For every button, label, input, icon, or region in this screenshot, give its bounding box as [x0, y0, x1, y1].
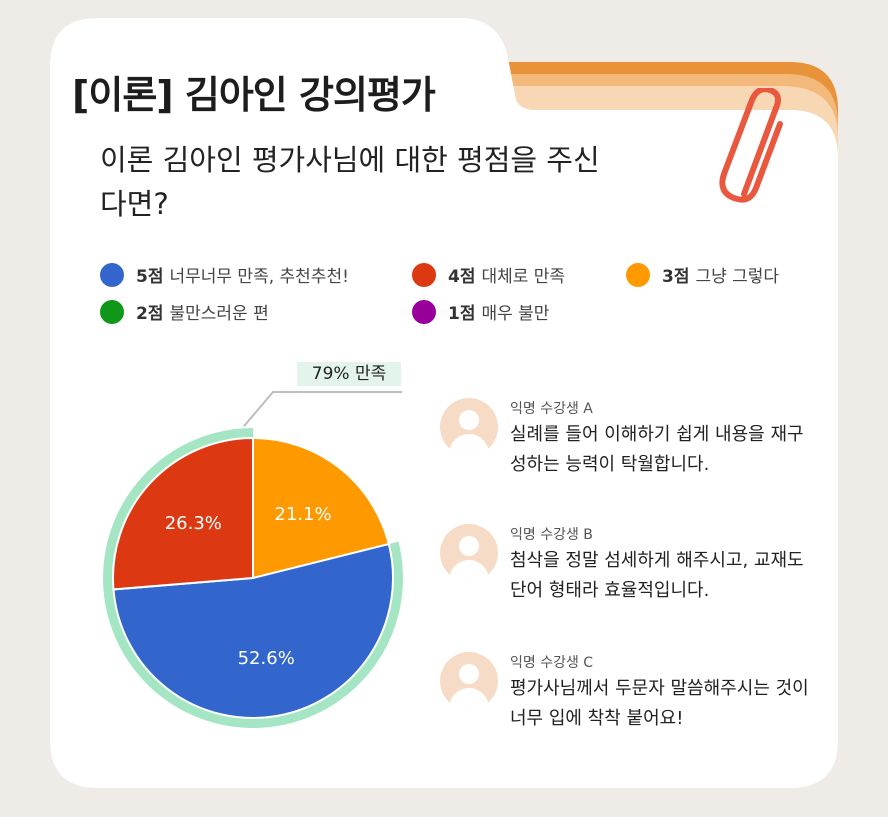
legend-label: 그냥 그렇다	[695, 267, 780, 287]
legend-label: 매우 불만	[481, 304, 550, 324]
legend-points: 1점	[448, 304, 476, 324]
review-text: 첨삭을 정말 섬세하게 해주시고, 교재도 단어 형태라 효율적입니다.	[510, 550, 804, 601]
satisfaction-caption: 79% 만족	[297, 362, 401, 386]
legend-dot	[626, 262, 650, 287]
legend-points: 4점	[448, 267, 476, 287]
leader-line	[243, 391, 402, 427]
user-avatar-icon	[440, 652, 498, 710]
review-author: 익명 수강생 C	[510, 655, 594, 671]
legend-item-4: 4점 대체로 만족	[412, 262, 565, 287]
legend-points: 5점	[136, 267, 164, 287]
legend-item-2: 2점 불만스러운 편	[100, 299, 269, 324]
legend-label: 너무너무 만족, 추천추천!	[169, 267, 349, 287]
legend-item-1: 1점 매우 불만	[412, 299, 549, 324]
pie-data-label: 52.6%	[238, 648, 295, 669]
legend-item-3: 3점 그냥 그렇다	[626, 262, 779, 287]
legend-points: 2점	[136, 304, 164, 324]
legend-dot	[412, 262, 436, 287]
legend-dot	[412, 299, 436, 324]
legend-dot	[100, 299, 124, 324]
pie-slice-4점	[112, 436, 254, 591]
survey-question: 이론 김아인 평가사님에 대한 평점을 주신다면?	[100, 143, 600, 221]
legend-dot	[100, 262, 124, 287]
review-item: 익명 수강생 C 평가사님께서 두문자 말씀해주시는 것이 너무 입에 착착 붙…	[440, 652, 820, 742]
review-item: 익명 수강생 B 첨삭을 정말 섬세하게 해주시고, 교재도 단어 형태라 효율…	[440, 524, 820, 614]
pie-data-label: 21.1%	[274, 504, 331, 525]
pie-slice-5점	[112, 542, 394, 719]
user-avatar-icon	[440, 398, 498, 456]
pie-data-label: 26.3%	[165, 513, 222, 534]
review-text: 평가사님께서 두문자 말씀해주시는 것이 너무 입에 착착 붙어요!	[510, 678, 809, 729]
paperclip-icon	[719, 88, 783, 203]
legend-label: 대체로 만족	[481, 267, 566, 287]
legend-item-5: 5점 너무너무 만족, 추천추천!	[100, 262, 349, 287]
review-text: 실례를 들어 이해하기 쉽게 내용을 재구성하는 능력이 탁월합니다.	[510, 424, 804, 475]
page-title: [이론] 김아인 강의평가	[72, 73, 436, 117]
pie-slice-3점	[252, 436, 391, 580]
legend-label: 불만스러운 편	[169, 304, 269, 324]
pie-chart: 21.1% 52.6% 26.3%	[103, 391, 403, 728]
user-avatar-icon	[440, 524, 498, 582]
review-author: 익명 수강생 B	[510, 527, 593, 543]
legend-points: 3점	[662, 267, 690, 287]
review-author: 익명 수강생 A	[510, 401, 593, 417]
review-item: 익명 수강생 A 실례를 들어 이해하기 쉽게 내용을 재구성하는 능력이 탁월…	[440, 398, 820, 488]
